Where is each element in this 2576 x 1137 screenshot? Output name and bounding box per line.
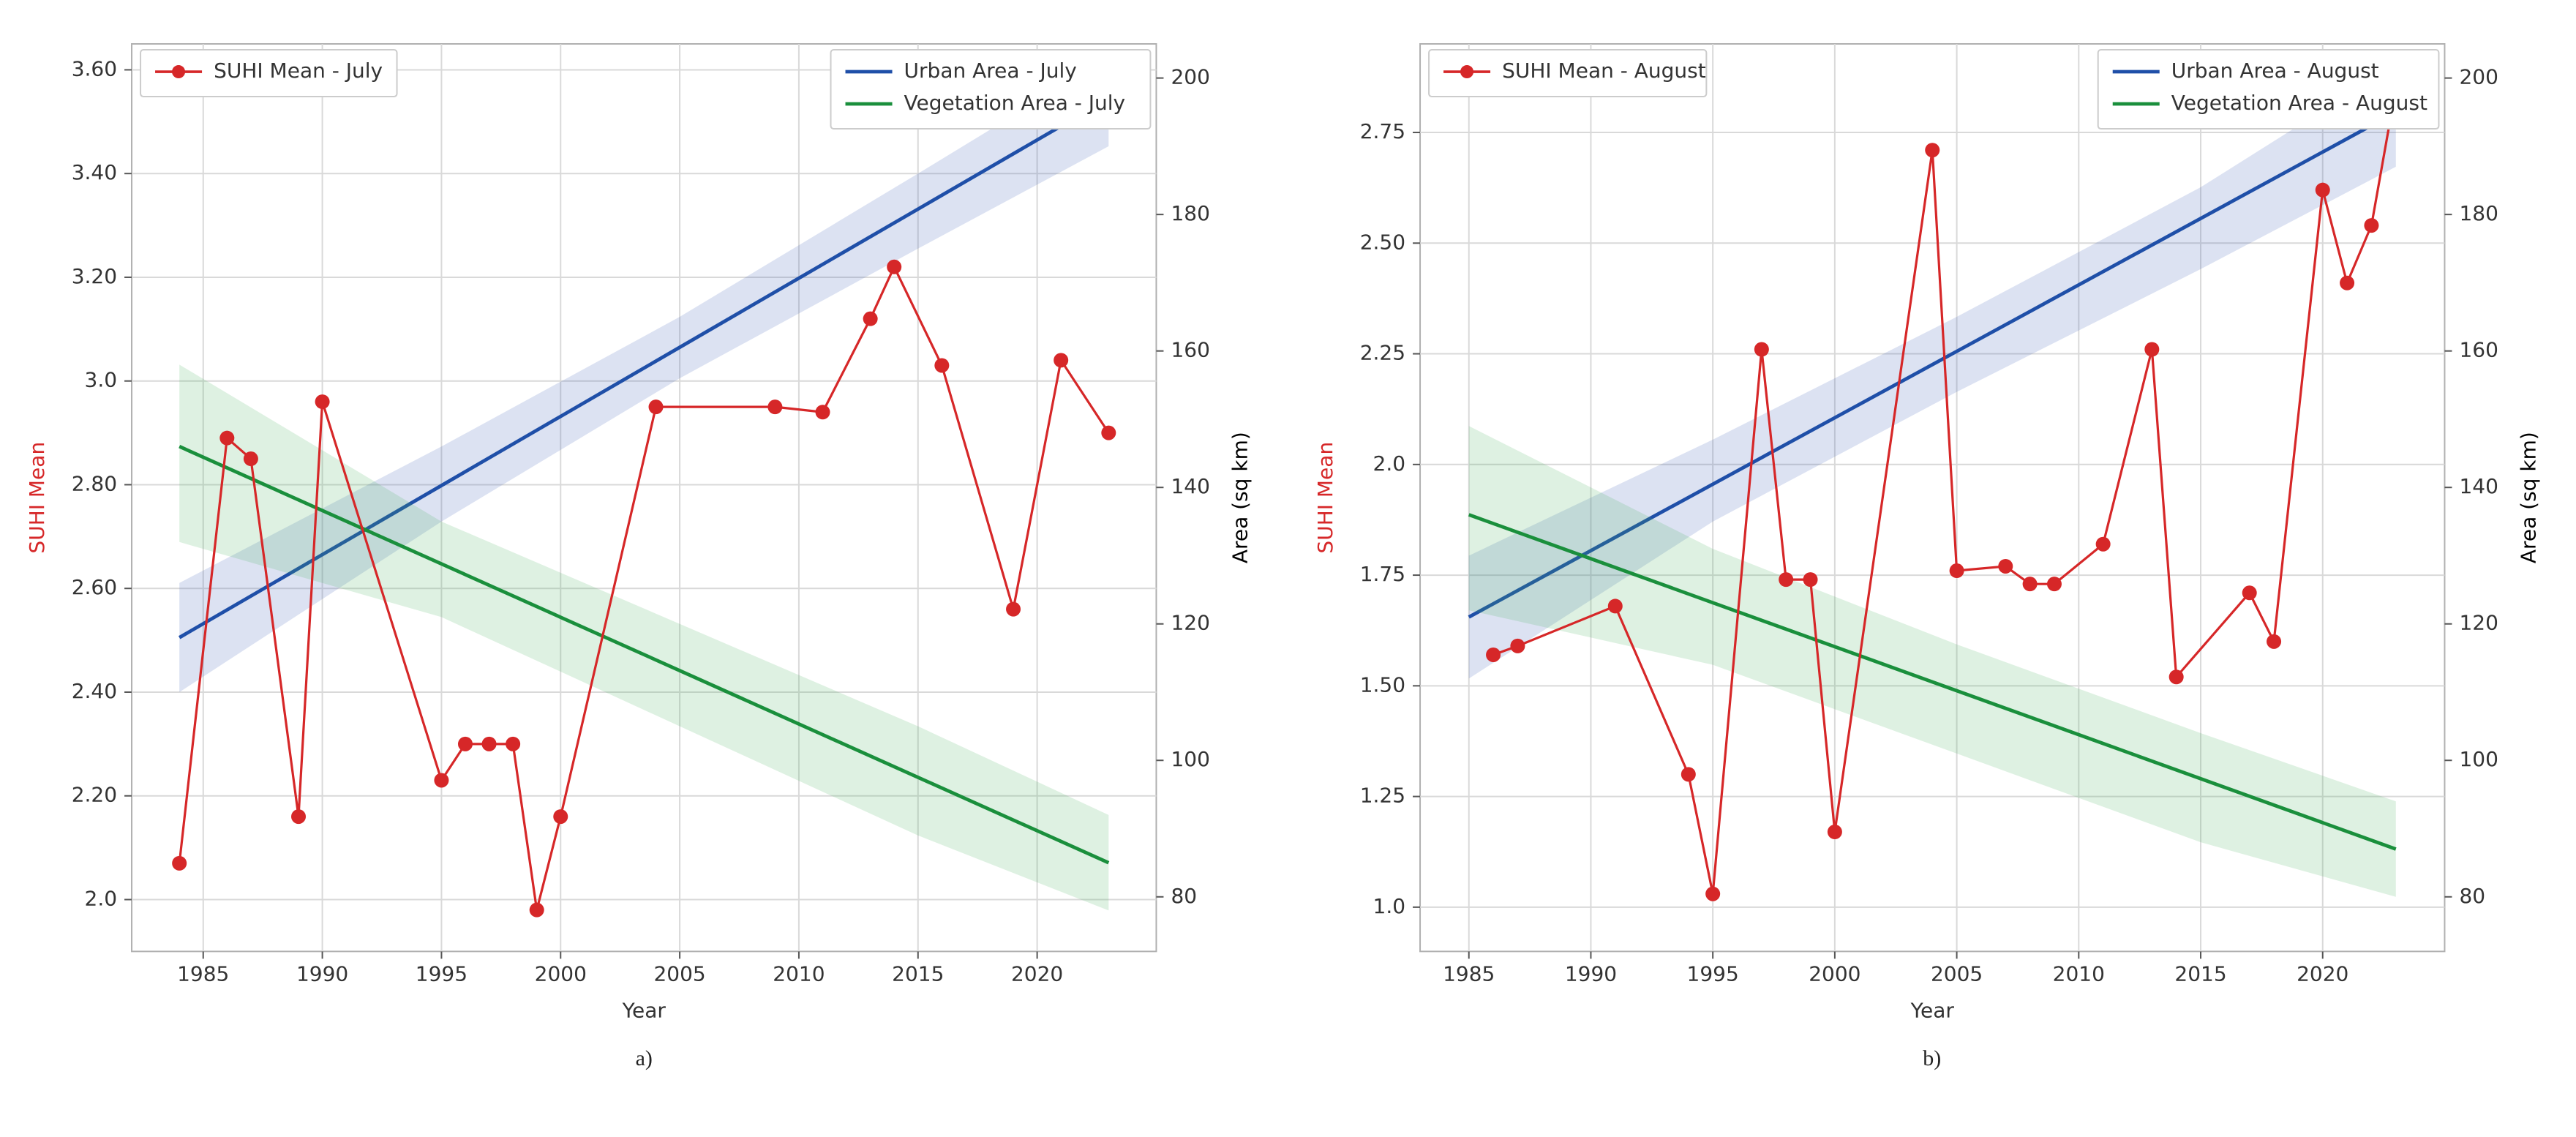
svg-text:100: 100 (1171, 747, 1209, 771)
svg-text:Urban Area - July: Urban Area - July (904, 59, 1077, 83)
svg-text:2000: 2000 (535, 961, 587, 986)
svg-text:2.60: 2.60 (72, 575, 117, 599)
svg-text:2.80: 2.80 (72, 471, 117, 495)
svg-text:160: 160 (2459, 338, 2498, 362)
svg-text:180: 180 (1171, 201, 1209, 225)
figure: 1985 1990 1995 2000 2005 2010 2015 2020 2.0 2.20 2… (15, 15, 2561, 1071)
svg-text:1.25: 1.25 (1359, 784, 1405, 808)
svg-text:140: 140 (2459, 474, 2498, 498)
svg-text:1995: 1995 (416, 961, 467, 986)
svg-text:Vegetation Area - August: Vegetation Area - August (2171, 91, 2427, 115)
svg-text:2010: 2010 (773, 961, 825, 986)
svg-text:2.0: 2.0 (1373, 451, 1405, 476)
svg-text:1985: 1985 (177, 961, 229, 986)
svg-text:2020: 2020 (2297, 961, 2348, 986)
svg-text:3.40: 3.40 (72, 160, 117, 184)
svg-text:SUHI Mean - July: SUHI Mean - July (214, 59, 383, 83)
svg-text:2.50: 2.50 (1359, 230, 1405, 254)
svg-text:Urban Area - August: Urban Area - August (2171, 59, 2378, 83)
svg-text:180: 180 (2459, 201, 2498, 225)
svg-text:Vegetation Area - July: Vegetation Area - July (904, 91, 1126, 115)
svg-text:160: 160 (1171, 338, 1209, 362)
panel-label-b: b) (1923, 1046, 1941, 1071)
svg-text:3.0: 3.0 (85, 368, 118, 392)
svg-text:SUHI Mean - August: SUHI Mean - August (1502, 59, 1706, 83)
svg-text:140: 140 (1171, 474, 1209, 498)
svg-text:2005: 2005 (653, 961, 705, 986)
svg-text:2020: 2020 (1011, 961, 1063, 986)
svg-text:80: 80 (2459, 884, 2485, 908)
svg-text:2.40: 2.40 (72, 679, 117, 703)
svg-text:2015: 2015 (2174, 961, 2226, 986)
svg-text:2000: 2000 (1809, 961, 1860, 986)
svg-text:SUHI Mean: SUHI Mean (1313, 442, 1337, 554)
svg-text:3.20: 3.20 (72, 264, 117, 288)
svg-text:2015: 2015 (892, 961, 944, 986)
svg-text:2.75: 2.75 (1359, 119, 1405, 143)
svg-text:Area (sq km): Area (sq km) (1228, 432, 1252, 563)
svg-text:3.60: 3.60 (72, 56, 117, 80)
svg-text:1990: 1990 (296, 961, 348, 986)
svg-text:1.50: 1.50 (1359, 672, 1405, 697)
svg-text:1985: 1985 (1443, 961, 1495, 986)
panel-august: 1985 1990 1995 2000 2005 2010 2015 2020 1.0 1.25 1… (1303, 15, 2562, 1071)
panel-july: 1985 1990 1995 2000 2005 2010 2015 2020 2.0 2.20 2… (15, 15, 1274, 1071)
plot-august: 1985 1990 1995 2000 2005 2010 2015 2020 1.0 1.25 1… (1303, 15, 2562, 1039)
panel-label-a: a) (636, 1046, 653, 1071)
svg-text:2.25: 2.25 (1359, 341, 1405, 365)
svg-text:100: 100 (2459, 747, 2498, 771)
svg-text:120: 120 (2459, 611, 2498, 635)
svg-text:1.0: 1.0 (1373, 894, 1405, 918)
svg-text:1990: 1990 (1564, 961, 1616, 986)
svg-text:2.0: 2.0 (85, 886, 118, 910)
svg-text:SUHI Mean: SUHI Mean (25, 442, 49, 554)
svg-text:1.75: 1.75 (1359, 562, 1405, 586)
svg-text:Year: Year (1910, 998, 1954, 1022)
svg-text:1995: 1995 (1686, 961, 1738, 986)
svg-text:120: 120 (1171, 611, 1209, 635)
svg-text:Year: Year (622, 998, 666, 1022)
svg-text:200: 200 (1171, 65, 1209, 89)
svg-text:2.20: 2.20 (72, 783, 117, 807)
svg-text:200: 200 (2459, 65, 2498, 89)
svg-text:Area (sq km): Area (sq km) (2516, 432, 2540, 563)
svg-text:80: 80 (1171, 884, 1197, 908)
plot-july: 1985 1990 1995 2000 2005 2010 2015 2020 2.0 2.20 2… (15, 15, 1274, 1039)
svg-text:2010: 2010 (2052, 961, 2104, 986)
svg-text:2005: 2005 (1930, 961, 1982, 986)
